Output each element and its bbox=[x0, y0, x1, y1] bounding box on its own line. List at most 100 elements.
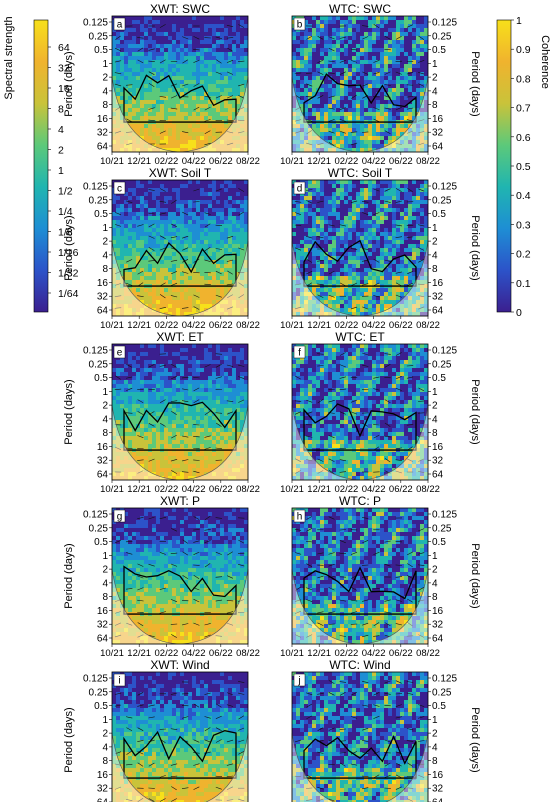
heatmap-cell bbox=[392, 108, 397, 113]
heatmap-cell bbox=[312, 56, 317, 61]
heatmap-cell bbox=[352, 40, 357, 45]
heatmap-cell bbox=[172, 184, 177, 189]
heatmap-cell bbox=[148, 44, 153, 49]
heatmap-cell bbox=[120, 304, 125, 309]
heatmap-cell bbox=[156, 104, 161, 109]
heatmap-cell bbox=[240, 240, 245, 245]
y-tick-label: 64 bbox=[97, 306, 109, 317]
heatmap-cell bbox=[340, 140, 345, 145]
heatmap-cell bbox=[396, 224, 401, 229]
heatmap-cell bbox=[200, 100, 205, 105]
heatmap-cell bbox=[392, 60, 397, 65]
heatmap-cell bbox=[156, 72, 161, 77]
heatmap-cell bbox=[232, 224, 237, 229]
heatmap-cell bbox=[400, 216, 405, 221]
heatmap-cell bbox=[236, 120, 241, 125]
heatmap-cell bbox=[404, 32, 409, 37]
heatmap-cell bbox=[344, 92, 349, 97]
heatmap-cell bbox=[344, 280, 349, 285]
heatmap-cell bbox=[320, 76, 325, 81]
heatmap-cell bbox=[328, 72, 333, 77]
heatmap-cell bbox=[124, 244, 129, 249]
heatmap-cell bbox=[304, 288, 309, 293]
heatmap-cell bbox=[204, 128, 209, 133]
heatmap-cell bbox=[180, 264, 185, 269]
heatmap-cell bbox=[204, 48, 209, 53]
heatmap-cell bbox=[180, 116, 185, 121]
heatmap-cell bbox=[176, 204, 181, 209]
heatmap-cell bbox=[300, 296, 305, 301]
phase-arrow bbox=[148, 223, 155, 228]
heatmap-cell bbox=[152, 92, 157, 97]
heatmap-cell bbox=[124, 240, 129, 245]
heatmap-cell bbox=[292, 236, 297, 241]
heatmap-cell bbox=[240, 132, 245, 137]
heatmap-cell bbox=[400, 236, 405, 241]
phase-arrow bbox=[237, 60, 245, 62]
heatmap-cell bbox=[136, 200, 141, 205]
heatmap-cell bbox=[320, 256, 325, 261]
heatmap-cell bbox=[364, 196, 369, 201]
phase-arrow bbox=[148, 60, 155, 62]
heatmap-cell bbox=[356, 308, 361, 313]
heatmap-cell bbox=[240, 16, 245, 21]
colorbar-tick-label: 2 bbox=[58, 145, 64, 157]
heatmap-cell bbox=[316, 300, 321, 305]
heatmap-cell bbox=[148, 204, 153, 209]
heatmap-cell bbox=[400, 116, 405, 121]
heatmap-cell bbox=[148, 236, 153, 241]
phase-arrow bbox=[238, 131, 245, 134]
heatmap-cell bbox=[168, 224, 173, 229]
heatmap-cell bbox=[220, 252, 225, 257]
heatmap-cell bbox=[408, 292, 413, 297]
heatmap-cell bbox=[224, 88, 229, 93]
heatmap-cell bbox=[152, 52, 157, 57]
heatmap-cell bbox=[192, 248, 197, 253]
heatmap-cell bbox=[292, 80, 297, 85]
heatmap-cell bbox=[356, 64, 361, 69]
heatmap-cell bbox=[304, 244, 309, 249]
heatmap-cell bbox=[312, 96, 317, 101]
heatmap-cell bbox=[180, 224, 185, 229]
heatmap-cell bbox=[192, 256, 197, 261]
heatmap-cell bbox=[316, 184, 321, 189]
heatmap-cell bbox=[332, 244, 337, 249]
heatmap-cell bbox=[176, 32, 181, 37]
heatmap-cell bbox=[396, 108, 401, 113]
heatmap-cell bbox=[328, 16, 333, 21]
heatmap-cell bbox=[200, 268, 205, 273]
heatmap-cell bbox=[384, 64, 389, 69]
heatmap-cell bbox=[208, 276, 213, 281]
heatmap-cell bbox=[156, 196, 161, 201]
heatmap-cell bbox=[196, 216, 201, 221]
heatmap-cell bbox=[416, 280, 421, 285]
heatmap-cell bbox=[152, 300, 157, 305]
heatmap-cell bbox=[412, 224, 417, 229]
heatmap-cell bbox=[352, 72, 357, 77]
heatmap-cell bbox=[424, 56, 428, 61]
heatmap-cell bbox=[396, 204, 401, 209]
heatmap-cell bbox=[212, 128, 217, 133]
phase-arrow bbox=[373, 72, 380, 75]
heatmap-cell bbox=[324, 212, 329, 217]
heatmap-cell bbox=[380, 180, 385, 185]
heatmap-cell bbox=[336, 224, 341, 229]
heatmap-cell bbox=[144, 60, 149, 65]
heatmap-cell bbox=[308, 300, 313, 305]
heatmap-cell bbox=[328, 204, 333, 209]
phase-arrow bbox=[328, 36, 335, 40]
heatmap-cell bbox=[392, 68, 397, 73]
heatmap-cell bbox=[148, 240, 153, 245]
heatmap-cell bbox=[360, 60, 365, 65]
heatmap-cell bbox=[228, 44, 233, 49]
heatmap-cell bbox=[368, 48, 373, 53]
heatmap-cell bbox=[216, 88, 221, 93]
heatmap-cell bbox=[396, 268, 401, 273]
heatmap-cell bbox=[236, 56, 241, 61]
heatmap-cell bbox=[388, 304, 393, 309]
heatmap-cell bbox=[120, 244, 125, 249]
heatmap-cell bbox=[208, 196, 213, 201]
heatmap-cell bbox=[128, 72, 133, 77]
heatmap-cell bbox=[388, 68, 393, 73]
heatmap-cell bbox=[128, 184, 133, 189]
